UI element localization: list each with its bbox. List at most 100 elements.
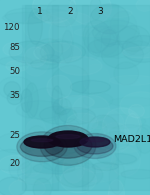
Ellipse shape (40, 41, 86, 63)
Bar (82, 5, 118, 190)
Ellipse shape (83, 20, 111, 53)
Ellipse shape (9, 179, 45, 195)
Text: 1: 1 (37, 7, 43, 17)
Text: 50: 50 (9, 67, 20, 76)
Ellipse shape (89, 119, 107, 129)
Ellipse shape (48, 131, 88, 147)
Ellipse shape (49, 18, 73, 52)
Ellipse shape (0, 57, 33, 66)
Ellipse shape (90, 0, 101, 20)
Ellipse shape (63, 153, 84, 183)
Ellipse shape (42, 12, 91, 26)
Ellipse shape (39, 106, 77, 124)
Ellipse shape (108, 180, 124, 195)
Ellipse shape (74, 134, 116, 159)
Ellipse shape (25, 83, 39, 118)
Ellipse shape (122, 35, 150, 62)
Ellipse shape (4, 82, 20, 97)
Text: 2: 2 (67, 7, 73, 17)
Ellipse shape (7, 92, 22, 105)
Ellipse shape (40, 125, 96, 165)
Ellipse shape (9, 41, 54, 63)
Ellipse shape (120, 92, 150, 118)
Ellipse shape (16, 101, 64, 119)
Ellipse shape (25, 119, 46, 142)
Ellipse shape (35, 39, 63, 61)
Ellipse shape (83, 140, 113, 169)
Ellipse shape (40, 136, 68, 145)
Text: 25: 25 (9, 130, 20, 139)
Ellipse shape (93, 133, 106, 156)
Bar (25, 5, 150, 190)
Ellipse shape (122, 47, 150, 58)
Ellipse shape (53, 98, 71, 115)
Ellipse shape (59, 96, 94, 109)
Ellipse shape (33, 162, 75, 174)
Ellipse shape (78, 147, 115, 173)
Ellipse shape (0, 177, 27, 195)
Ellipse shape (18, 173, 62, 184)
Ellipse shape (20, 137, 64, 156)
Ellipse shape (17, 160, 53, 184)
Ellipse shape (136, 125, 150, 153)
Ellipse shape (6, 60, 28, 72)
Ellipse shape (59, 57, 102, 75)
Ellipse shape (3, 43, 23, 56)
Ellipse shape (0, 150, 32, 171)
Bar (22, 5, 58, 190)
Ellipse shape (129, 104, 144, 118)
Ellipse shape (30, 59, 59, 69)
Ellipse shape (33, 178, 51, 195)
Ellipse shape (121, 169, 150, 179)
Ellipse shape (55, 156, 95, 187)
Ellipse shape (67, 129, 78, 148)
Ellipse shape (0, 155, 30, 174)
Ellipse shape (18, 142, 44, 177)
Ellipse shape (47, 75, 72, 99)
Ellipse shape (74, 28, 111, 37)
Ellipse shape (80, 137, 110, 147)
Ellipse shape (67, 113, 98, 132)
Ellipse shape (90, 4, 129, 34)
Ellipse shape (102, 108, 141, 144)
Ellipse shape (56, 135, 80, 139)
Ellipse shape (22, 42, 50, 76)
Ellipse shape (34, 43, 82, 63)
Ellipse shape (52, 65, 90, 97)
Ellipse shape (62, 30, 73, 63)
Ellipse shape (70, 80, 111, 94)
Ellipse shape (59, 108, 95, 124)
Ellipse shape (81, 108, 124, 138)
Ellipse shape (86, 139, 104, 142)
Text: 85: 85 (9, 43, 20, 52)
Ellipse shape (111, 147, 140, 176)
Ellipse shape (33, 0, 76, 23)
Text: 3: 3 (97, 7, 103, 17)
Text: 20: 20 (9, 159, 20, 168)
Ellipse shape (44, 133, 92, 158)
Ellipse shape (53, 135, 78, 156)
Ellipse shape (54, 107, 67, 126)
Ellipse shape (136, 0, 150, 11)
Ellipse shape (25, 47, 46, 67)
Ellipse shape (91, 122, 107, 142)
Ellipse shape (31, 141, 66, 158)
Ellipse shape (97, 153, 136, 165)
Ellipse shape (60, 167, 96, 193)
Ellipse shape (28, 9, 42, 44)
Ellipse shape (76, 131, 90, 154)
Ellipse shape (40, 55, 61, 65)
Text: MAD2L1: MAD2L1 (113, 136, 150, 144)
Ellipse shape (87, 115, 120, 150)
Ellipse shape (117, 26, 150, 51)
Ellipse shape (31, 139, 53, 142)
Ellipse shape (77, 138, 113, 154)
Ellipse shape (24, 136, 60, 148)
Bar (52, 5, 88, 190)
Ellipse shape (110, 75, 150, 85)
Text: 35: 35 (9, 91, 20, 100)
Ellipse shape (103, 9, 132, 18)
Ellipse shape (5, 8, 51, 24)
Ellipse shape (17, 132, 67, 162)
Ellipse shape (102, 41, 144, 69)
